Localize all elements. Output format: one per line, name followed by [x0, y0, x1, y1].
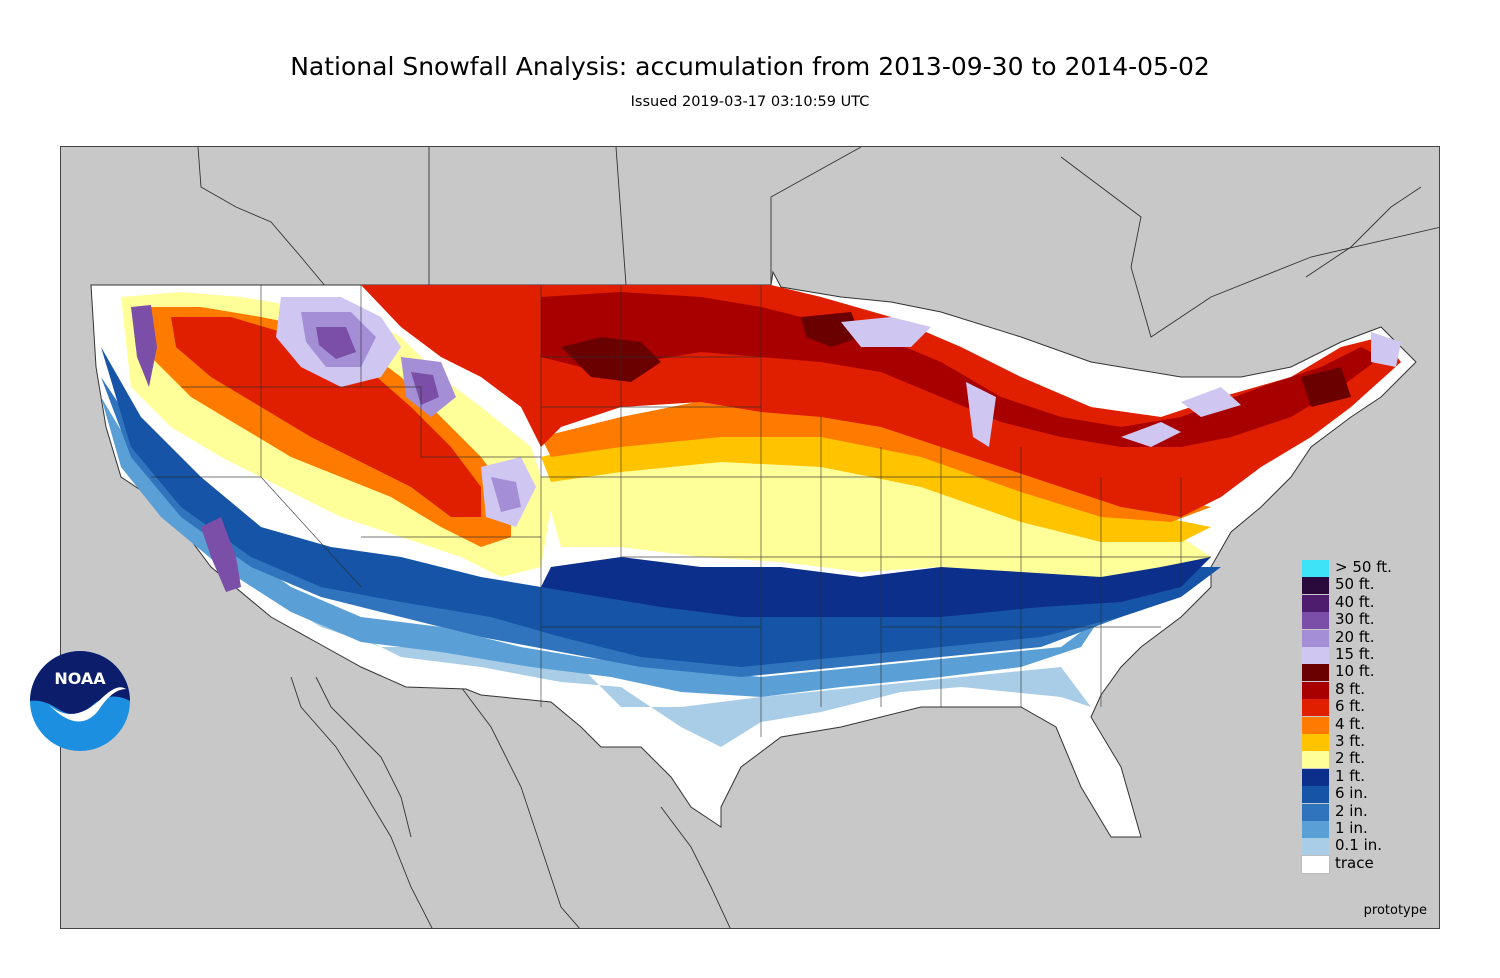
- legend-item: 2 in.: [1302, 801, 1442, 821]
- legend-swatch: [1302, 612, 1329, 630]
- legend-label: 2 in.: [1335, 801, 1368, 820]
- zone-west-6ft: [171, 317, 481, 517]
- zone-lake-effect: [841, 317, 1401, 447]
- legend-swatch: [1302, 647, 1329, 664]
- legend-item: 3 ft.: [1302, 732, 1442, 751]
- legend-swatch: [1302, 821, 1329, 838]
- prototype-watermark: prototype: [1363, 903, 1427, 918]
- legend-label: 10 ft.: [1335, 662, 1375, 681]
- quebec-coastline: [1060, 156, 1439, 338]
- legend-item: 6 ft.: [1302, 697, 1442, 717]
- legend-label: 1 in.: [1335, 819, 1368, 837]
- legend-item: 30 ft.: [1302, 610, 1442, 630]
- map-canvas: [90, 147, 1439, 928]
- legend-label: 20 ft.: [1335, 627, 1375, 646]
- legend-swatch: [1302, 803, 1329, 821]
- canada-province-line: [197, 147, 327, 288]
- legend-item: 20 ft.: [1302, 627, 1442, 647]
- map-title: National Snowfall Analysis: accumulation…: [290, 52, 1210, 81]
- legend-swatch: [1302, 786, 1329, 804]
- legend-swatch: [1302, 629, 1329, 647]
- legend-label: 1 ft.: [1335, 766, 1365, 785]
- legend-swatch: [1302, 716, 1329, 734]
- legend-label: 6 ft.: [1335, 697, 1365, 716]
- zone-3ft: [541, 417, 1211, 542]
- legend-label: 8 ft.: [1335, 679, 1365, 698]
- state-boundaries: [151, 285, 1211, 737]
- zone-2in: [101, 377, 1161, 677]
- legend-item: 0.1 in.: [1302, 836, 1442, 856]
- snowfall-map[interactable]: prototype: [60, 146, 1440, 929]
- zone-2ft: [541, 447, 1211, 577]
- legend-label: 0.1 in.: [1335, 836, 1383, 855]
- zone-west-30ft: [316, 327, 439, 405]
- legend-item: > 50 ft.: [1302, 558, 1442, 577]
- legend-item: 10 ft.: [1302, 662, 1442, 682]
- legend-swatch: [1302, 594, 1329, 612]
- legend-swatch: [1302, 768, 1329, 786]
- zone-1in: [101, 397, 1101, 697]
- legend-item: 6 in.: [1302, 784, 1442, 804]
- legend-label: 50 ft.: [1335, 575, 1375, 594]
- legend-swatch: [1302, 681, 1329, 699]
- legend-label: trace: [1335, 853, 1374, 872]
- legend-swatch: [1302, 751, 1329, 769]
- canada-province-line: [615, 147, 627, 286]
- legend-label: 2 ft.: [1335, 749, 1365, 768]
- legend-swatch: [1302, 560, 1329, 577]
- legend-label: 6 in.: [1335, 784, 1368, 803]
- baja-gulf-coast: [315, 676, 412, 838]
- legend-swatch: [1301, 854, 1330, 874]
- country-boundaries: [197, 147, 1439, 928]
- legend-item: 50 ft.: [1302, 575, 1442, 595]
- legend-item: 1 in.: [1302, 819, 1442, 838]
- noaa-logo-text: NOAA: [54, 669, 106, 688]
- zone-west-20ft: [301, 312, 521, 512]
- legend-swatch: [1302, 838, 1329, 856]
- legend-item: 1 ft.: [1302, 766, 1442, 786]
- baja-coast: [290, 676, 433, 928]
- zone-8ft: [541, 292, 1381, 447]
- legend-label: 30 ft.: [1335, 610, 1375, 629]
- legend-swatch: [1302, 664, 1329, 682]
- issued-timestamp: Issued 2019-03-17 03:10:59 UTC: [630, 94, 870, 110]
- mexico-gulf-coast: [660, 806, 731, 928]
- legend-label: 3 ft.: [1335, 732, 1365, 750]
- canada-province-line: [770, 147, 862, 285]
- legend-label: > 50 ft.: [1335, 558, 1392, 576]
- legend-item: 2 ft.: [1302, 749, 1442, 769]
- legend-item: 8 ft.: [1302, 679, 1442, 699]
- legend-item: 4 ft.: [1302, 714, 1442, 734]
- gaspe-coast: [1305, 186, 1422, 278]
- mexico-coast: [460, 686, 580, 928]
- legend-swatch: [1302, 734, 1329, 751]
- legend-label: 40 ft.: [1335, 592, 1375, 611]
- legend-item: 40 ft.: [1302, 592, 1442, 612]
- legend-item: 15 ft.: [1302, 645, 1442, 664]
- legend-label: 4 ft.: [1335, 714, 1365, 733]
- zone-4ft: [541, 397, 1211, 522]
- legend-item: trace: [1301, 853, 1442, 874]
- legend-label: 15 ft.: [1335, 645, 1375, 663]
- zone-0.1in: [121, 467, 1091, 747]
- noaa-logo: NOAA: [28, 649, 132, 757]
- legend-swatch: [1302, 577, 1329, 595]
- legend-swatch: [1302, 699, 1329, 717]
- zone-cascades-sierra: [131, 305, 241, 592]
